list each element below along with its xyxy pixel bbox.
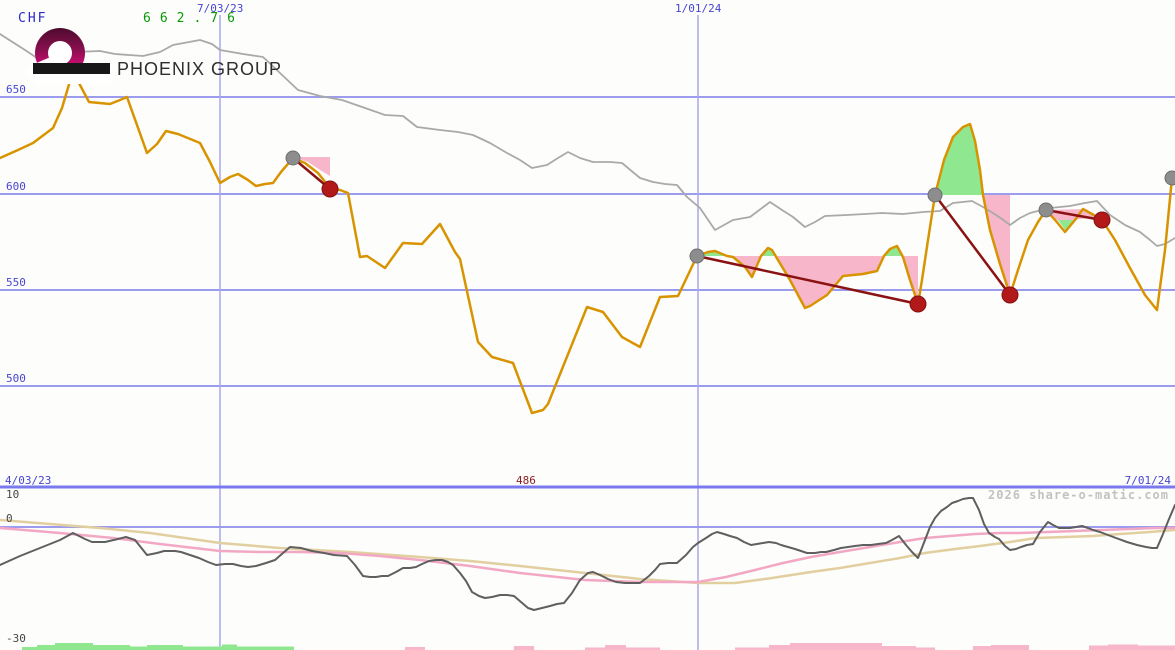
trade-exit-dot [321, 180, 339, 198]
pink-fill-region [727, 256, 761, 277]
volume-bar [991, 645, 1029, 650]
volume-bar [405, 647, 425, 650]
volume-bar [22, 647, 37, 650]
volume-bar [790, 643, 882, 650]
volume-bar [769, 645, 790, 650]
volume-bar [626, 647, 660, 650]
volume-bar [147, 645, 183, 650]
volume-bar [130, 646, 147, 650]
volume-bar [514, 646, 534, 650]
volume-bar [1089, 645, 1108, 650]
volume-bar [882, 646, 916, 650]
trade-connector-line [934, 194, 1011, 296]
volume-bar [93, 645, 130, 650]
trade-exit-dot [909, 295, 927, 313]
volume-bar [55, 643, 93, 650]
phoenix-group-logo: PHOENIX GROUP [25, 28, 282, 88]
pink-fill-region [777, 256, 884, 308]
trade-exit-dot [1001, 286, 1019, 304]
phoenix-logo-text: PHOENIX GROUP [117, 59, 282, 79]
trade-entry-dot [1038, 202, 1054, 218]
volume-bar [1138, 645, 1175, 650]
phoenix-logo-icon [25, 28, 113, 88]
trade-connector-line [696, 254, 919, 306]
volume-bar [585, 647, 605, 650]
trade-entry-dot [927, 187, 943, 203]
volume-bar [1108, 644, 1138, 650]
volume-bar [916, 647, 935, 650]
volume-bar [37, 645, 55, 650]
trade-exit-dot [1093, 211, 1111, 229]
benchmark-line [0, 33, 1175, 247]
volume-bar [183, 646, 222, 650]
volume-bar [237, 646, 294, 650]
trade-entry-dot [1164, 170, 1175, 186]
ma_slow-line [0, 518, 1175, 585]
volume-bar [735, 647, 769, 650]
green-fill-region [935, 124, 983, 195]
volume-bar [973, 646, 991, 650]
trade-entry-dot [285, 150, 301, 166]
volume-bar [222, 644, 237, 650]
volume-bar [605, 645, 626, 650]
indicator-line [0, 497, 1175, 611]
pink-fill-region [293, 157, 330, 176]
trade-entry-dot [689, 248, 705, 264]
trade-connector-line [1045, 208, 1103, 222]
